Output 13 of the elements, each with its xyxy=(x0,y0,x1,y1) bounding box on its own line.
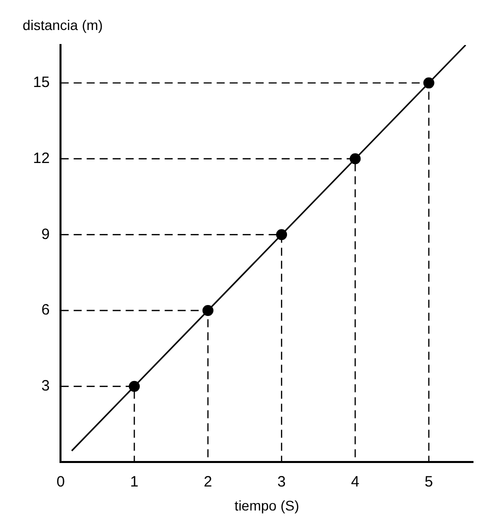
x-tick-label: 1 xyxy=(130,473,138,490)
y-tick-label: 9 xyxy=(41,226,50,243)
x-tick-label: 0 xyxy=(56,473,65,490)
y-axis-title: distancia (m) xyxy=(22,16,103,33)
x-tick-label: 5 xyxy=(424,473,433,490)
y-tick-label: 3 xyxy=(41,377,50,394)
y-tick-label: 12 xyxy=(32,150,50,167)
x-tick-label: 4 xyxy=(351,473,360,490)
x-axis-title: tiempo (S) xyxy=(234,497,300,514)
x-tick-label: 3 xyxy=(277,473,286,490)
y-tick-label: 6 xyxy=(41,302,50,319)
y-tick-label: 15 xyxy=(32,74,50,92)
x-tick-label: 2 xyxy=(204,473,212,490)
